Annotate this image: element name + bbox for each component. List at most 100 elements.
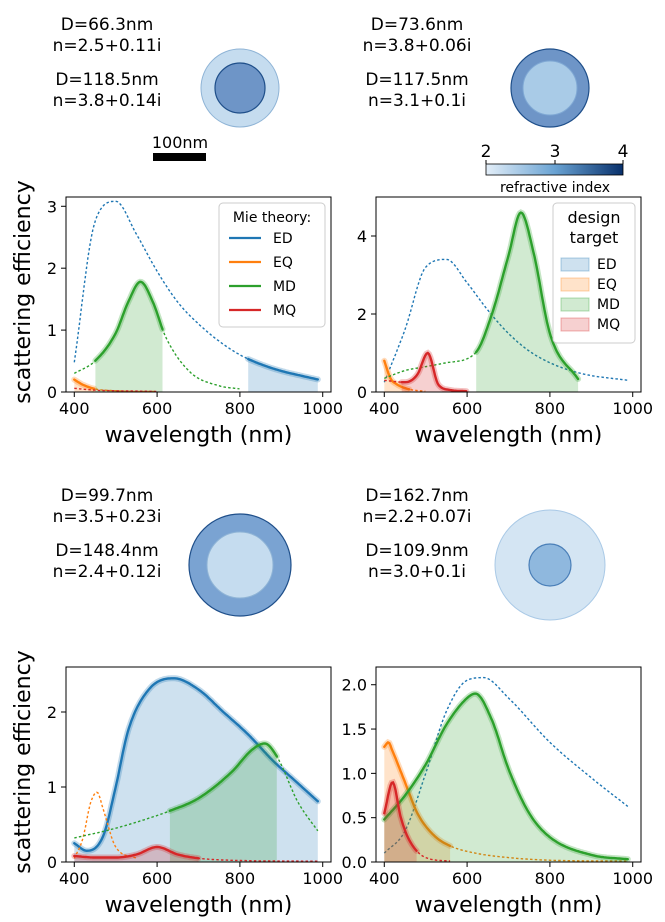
legend-entry-md: MD [597,297,620,313]
x-tick-label: 800 [225,869,256,888]
legend-entry-mq: MQ [273,303,296,319]
series-md-dotted [384,211,579,380]
outer-n-1: n=2.5+0.11i [53,36,162,56]
inner-n-4: n=3.0+0.1i [368,562,466,582]
particle-3-core [206,531,274,599]
colorbar-tick-3: 3 [550,142,561,162]
axes-frame [375,666,642,863]
y-tick-label: 1 [47,778,57,797]
scale-bar-label: 100nm [152,133,208,152]
series-eq-dotted [383,741,628,862]
x-tick-label: 400 [369,869,400,888]
outer-d-2: D=73.6nm [371,15,464,35]
legend-box [218,202,326,328]
plot-area [381,209,628,392]
series-eq-line [383,359,411,391]
scale-bar: 100nm [152,133,208,161]
series-ed-dotted [73,677,319,852]
outer-n-2: n=3.8+0.06i [363,36,472,56]
y-tick-label: 2 [47,259,57,278]
series-md-area [95,281,163,392]
series-md-area [384,693,628,862]
legend-swatch-ed [560,257,590,272]
legend-swatch-eq [560,277,590,292]
colorbar-tick-2: 2 [481,142,492,162]
series-ed-dotted [73,200,318,381]
legend-entry-eq: EQ [597,277,617,293]
ylabel-top: scattering efficiency [11,180,36,404]
y-tick-label: 0 [47,853,57,872]
x-axis-label: wavelength (nm) [415,893,603,918]
legend-title: Mie theory: [233,210,311,226]
y-tick-label: 2.0 [342,676,367,695]
particle-2 [510,48,590,128]
x-tick-label: 600 [452,399,483,418]
y-tick-label: 4 [357,227,367,246]
ylabel-bottom: scattering efficiency [11,650,36,874]
y-tick-label: 1 [47,321,57,340]
colorbar-label: refractive index [500,180,610,196]
x-tick-label: 1000 [612,869,653,888]
x-axis-label: wavelength (nm) [105,893,293,918]
colorbar-gradient [485,163,624,176]
series-md-area [476,212,579,392]
x-tick-label: 400 [59,869,90,888]
x-tick-label: 800 [535,869,566,888]
series-mq-dotted [383,781,451,862]
legend-title-line: target [570,228,619,247]
y-tick-label: 0 [357,383,367,402]
inner-n-1: n=3.8+0.14i [53,91,162,111]
y-tick-label: 1.5 [342,720,367,739]
legend-entry-md: MD [273,279,296,295]
x-tick-label: 1000 [612,399,653,418]
chart-panel-3: 400 600 800 1000 0 1 2 wavelength (nm) [47,666,343,918]
particle-4-core [528,543,572,587]
series-eq-dotted [73,379,157,392]
y-tick-label: 3 [47,197,57,216]
x-tick-label: 600 [452,869,483,888]
particle-label-3: D=99.7nm n=3.5+0.23i D=148.4nm n=2.4+0.1… [53,486,162,582]
y-tick-label: 1.0 [342,764,367,783]
series-md-dotted [73,281,240,390]
legend-entry-mq: MQ [597,317,620,333]
inner-d-4: D=109.9nm [365,541,468,561]
colorbar: 2 3 4 refractive index [481,142,629,196]
legend: Mie theory: ED EQ MD MQ [218,202,326,328]
particle-2-core [522,60,578,116]
chart-panel-1: 400 600 800 1000 0 1 2 3 wavelength (nm) Mie theo… [47,196,343,448]
inner-d-2: D=117.5nm [365,70,468,90]
legend-swatch-md [560,297,590,312]
particle-1-core [214,62,266,114]
chart-panel-4: 400 600 800 1000 0.0 0.5 1.0 1.5 2.0 wavelength (… [342,666,653,918]
inner-d-3: D=148.4nm [55,541,158,561]
plot-area [71,675,321,862]
series-md-area [169,743,277,862]
legend-box [552,202,636,344]
chart-panels: 400 600 800 1000 0 1 2 3 wavelength (nm) Mie theo… [47,196,653,918]
outer-d-1: D=66.3nm [61,15,154,35]
series-eq-line [383,740,452,848]
particle-3 [188,513,292,617]
legend-swatch-mq [560,317,590,332]
legend-entry-ed: ED [597,257,617,273]
x-tick-label: 800 [535,399,566,418]
particle-label-2: D=73.6nm n=3.8+0.06i D=117.5nm n=3.1+0.1… [363,15,472,111]
outer-n-3: n=3.5+0.23i [53,507,162,527]
series-mq-area [384,782,417,862]
legend-entry-eq: EQ [273,255,293,271]
series-eq-dotted [383,360,426,392]
x-tick-label: 800 [225,399,256,418]
outer-d-4: D=162.7nm [365,486,468,506]
particle-label-4: D=162.7nm n=2.2+0.07i D=109.9nm n=3.0+0.… [363,486,472,582]
plot-area [71,200,321,392]
x-tick-label: 1000 [302,399,343,418]
series-md-dotted [74,742,319,839]
series-eq-area [384,360,410,392]
legend-title-line: design [567,208,620,227]
x-tick-label: 1000 [302,869,343,888]
legend-entry-ed: ED [273,231,293,247]
x-tick-label: 400 [59,399,90,418]
series-ed-dotted [383,676,629,854]
